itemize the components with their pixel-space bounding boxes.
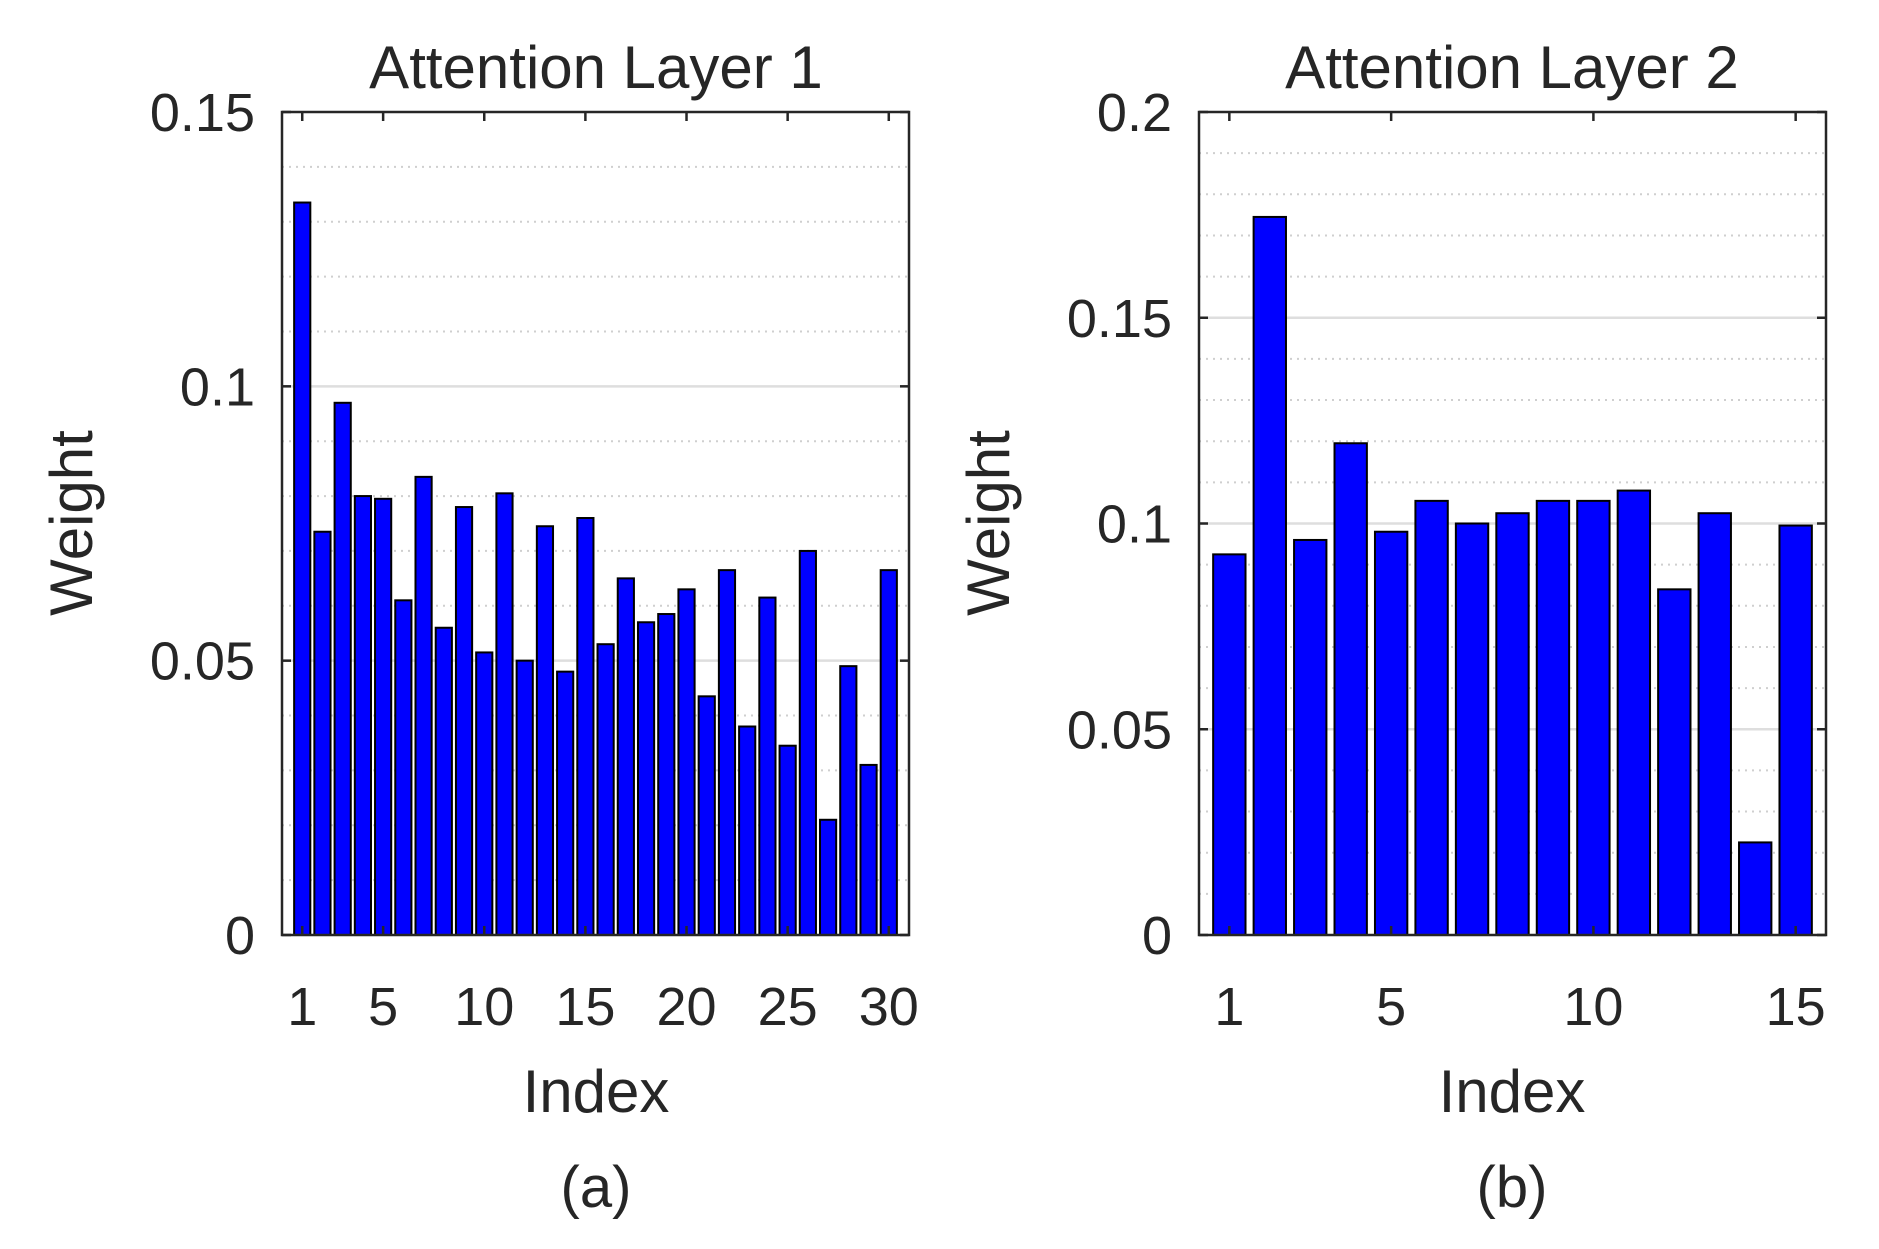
x-axis-label: Index xyxy=(523,1058,670,1125)
bar-index-5 xyxy=(1373,530,1409,936)
x-tick-label: 15 xyxy=(1766,977,1826,1037)
bar-index-10 xyxy=(475,651,494,936)
bar-index-17 xyxy=(616,577,635,936)
bar-index-18 xyxy=(636,621,656,936)
bar-index-6 xyxy=(394,599,413,937)
y-tick-label: 0.05 xyxy=(1067,700,1172,760)
x-tick-label: 5 xyxy=(368,977,398,1037)
panel-caption: (a) xyxy=(561,1155,632,1220)
y-tick-label: 0.05 xyxy=(150,632,255,692)
bar-index-22 xyxy=(717,569,737,936)
y-tick-label: 0.15 xyxy=(150,83,255,143)
bar-index-4 xyxy=(353,495,372,936)
bar-index-14 xyxy=(1738,841,1773,936)
bar-index-20 xyxy=(677,588,696,937)
bar-index-11 xyxy=(1616,489,1652,936)
bar-index-11 xyxy=(495,492,514,936)
x-tick-label: 10 xyxy=(454,977,514,1037)
bar-index-1 xyxy=(293,201,312,936)
bar-index-26 xyxy=(798,549,817,937)
bar-index-3 xyxy=(1293,538,1328,937)
y-tick-label: 0 xyxy=(1142,906,1172,966)
y-tick-label: 0.1 xyxy=(1097,495,1172,555)
bar-index-24 xyxy=(758,596,777,936)
bar-index-25 xyxy=(778,744,797,937)
x-tick-label: 1 xyxy=(287,977,317,1037)
bar-index-4 xyxy=(1333,442,1368,936)
y-tick-label: 0.2 xyxy=(1097,83,1172,143)
bar-index-1 xyxy=(1212,553,1247,936)
bar-index-9 xyxy=(454,506,474,936)
y-axis-label: Weight xyxy=(38,430,105,616)
bar-index-2 xyxy=(313,530,332,936)
bar-index-7 xyxy=(414,475,433,936)
x-tick-label: 25 xyxy=(758,977,818,1037)
bar-index-12 xyxy=(515,659,534,937)
bar-index-12 xyxy=(1657,588,1692,937)
y-tick-label: 0.15 xyxy=(1067,289,1172,349)
y-tick-label: 0.1 xyxy=(180,357,255,417)
bar-index-6 xyxy=(1414,499,1449,936)
bar-index-21 xyxy=(697,695,716,937)
bar-index-13 xyxy=(535,525,555,936)
bar-index-19 xyxy=(657,613,676,937)
bar-index-3 xyxy=(333,401,352,936)
bar-index-16 xyxy=(596,643,615,936)
bar-index-13 xyxy=(1697,512,1732,937)
bar-index-14 xyxy=(556,670,575,936)
panel-caption: (b) xyxy=(1477,1155,1548,1220)
chart-title: Attention Layer 1 xyxy=(369,34,823,101)
x-tick-label: 20 xyxy=(656,977,716,1037)
bar-index-30 xyxy=(879,569,898,936)
y-tick-label: 0 xyxy=(225,906,255,966)
x-tick-label: 10 xyxy=(1563,977,1623,1037)
x-tick-label: 15 xyxy=(555,977,615,1037)
bar-index-27 xyxy=(819,818,838,937)
bar-index-15 xyxy=(1778,524,1813,936)
y-axis-label: Weight xyxy=(955,430,1022,616)
x-tick-label: 30 xyxy=(859,977,919,1037)
bar-index-10 xyxy=(1576,499,1611,936)
bar-index-8 xyxy=(1495,512,1530,937)
bar-index-15 xyxy=(576,517,595,936)
bar-index-23 xyxy=(738,725,757,936)
bar-index-2 xyxy=(1252,215,1287,936)
bar-index-29 xyxy=(859,763,878,936)
x-tick-label: 1 xyxy=(1214,977,1244,1037)
chart-panel-1: 0 0.05 0.1 0.15 1 5 10 15 20 25 30 Attention Layer … xyxy=(38,34,919,1220)
x-tick-label: 5 xyxy=(1376,977,1406,1037)
bar-index-7 xyxy=(1454,522,1490,936)
x-axis-label: Index xyxy=(1439,1058,1586,1125)
bar-index-28 xyxy=(839,665,858,936)
bar-index-5 xyxy=(374,497,393,936)
bar-index-8 xyxy=(434,626,453,936)
bar-index-9 xyxy=(1535,499,1571,936)
axes-box xyxy=(280,110,911,937)
chart-title: Attention Layer 2 xyxy=(1285,34,1739,101)
